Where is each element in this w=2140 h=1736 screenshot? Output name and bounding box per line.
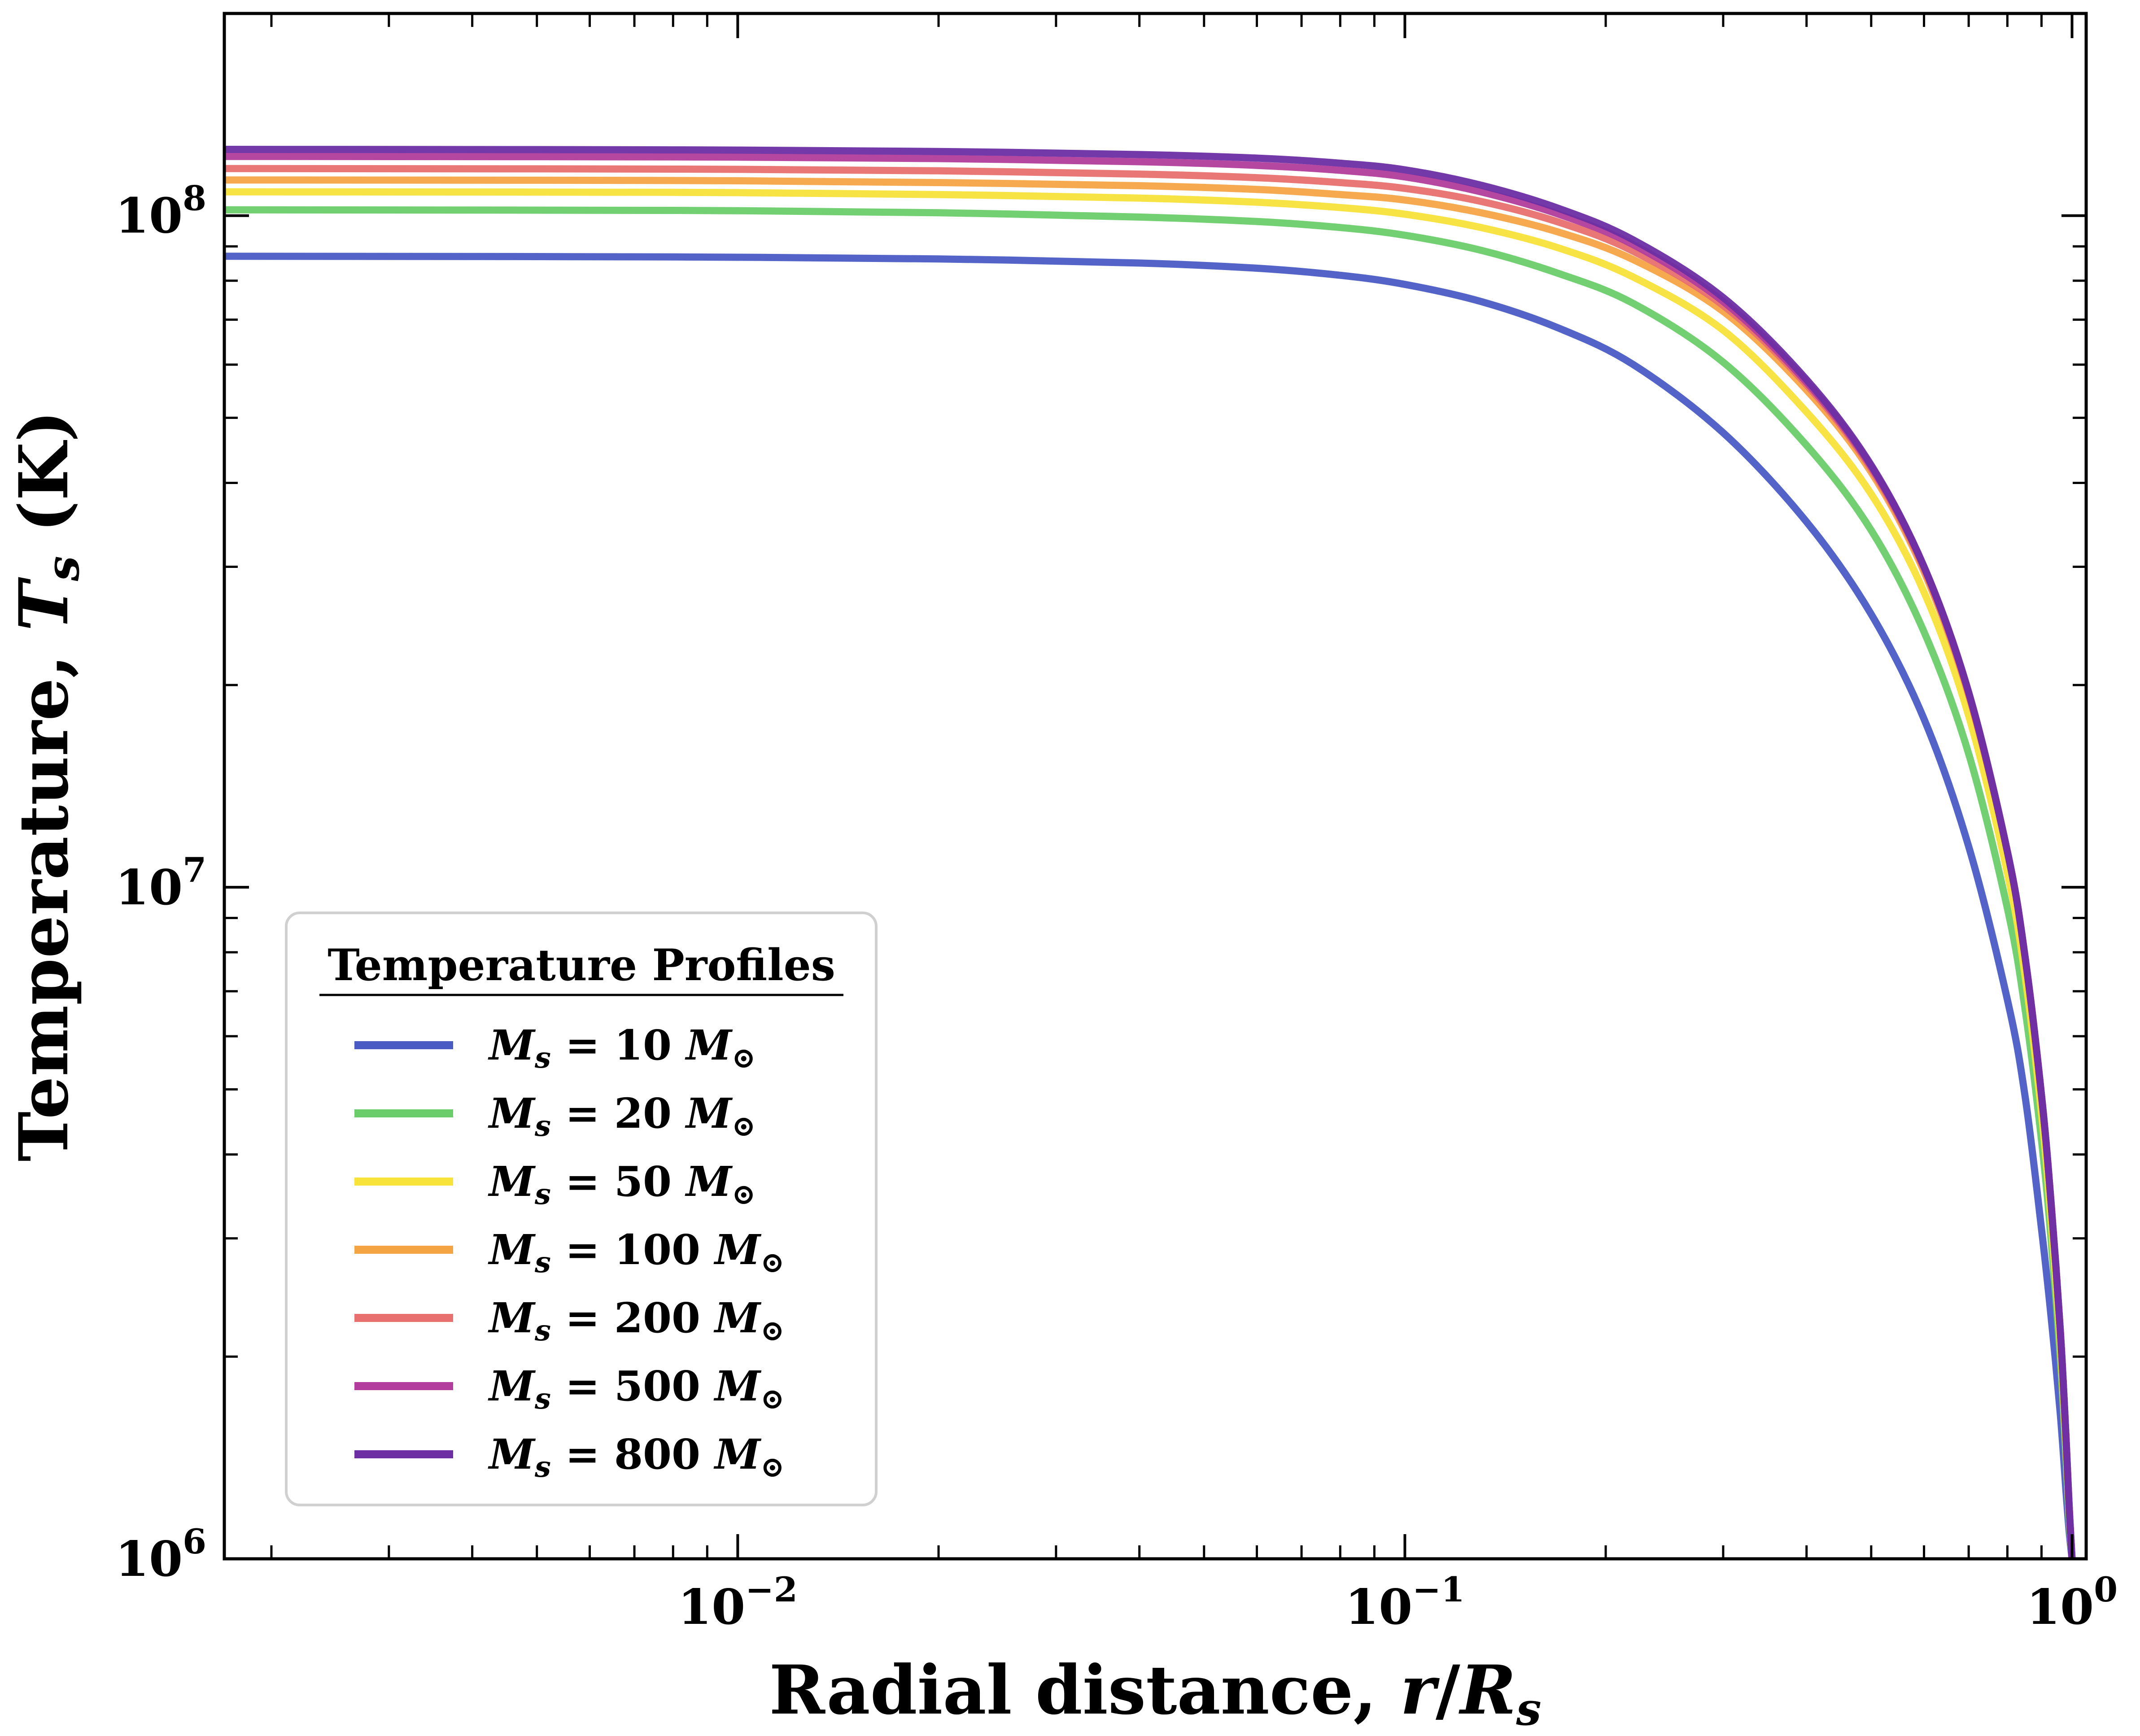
x-axis-title: Radial distance, r/Rs​ [769, 1651, 1541, 1736]
legend: Temperature Profiles Ms = 10 M⊙ Ms = 20 M… [285, 912, 878, 1506]
legend-label-200: Ms = 200 M⊙ [488, 1294, 785, 1348]
x-tick-label: 10−1 [1345, 1570, 1465, 1636]
legend-label-800: Ms = 800 M⊙ [488, 1430, 785, 1484]
y-tick-label: 106 [115, 1522, 206, 1588]
y-tick-label: 107 [115, 850, 206, 916]
legend-label-500: Ms = 500 M⊙ [488, 1362, 785, 1416]
tick-labels-layer: 10−2 10−1 100 106 107 108 [115, 179, 2118, 1636]
series-line-800 [224, 146, 2076, 1559]
legend-label-20: Ms = 20 M⊙ [488, 1089, 756, 1143]
plot-frame [223, 12, 2088, 1561]
x-tick-label: 100 [2026, 1570, 2118, 1636]
legend-label-10: Ms = 10 M⊙ [488, 1021, 756, 1075]
series-layer [224, 146, 2076, 1559]
legend-box [285, 912, 878, 1506]
legend-entries: Ms = 10 M⊙ Ms = 20 M⊙ Ms = 50 M⊙ Ms = 100 M… [354, 1021, 785, 1484]
y-axis-title: Temperature, Ts​ (K) [4, 410, 89, 1162]
legend-title: Temperature Profiles [328, 940, 835, 990]
x-tick-label: 10−2 [678, 1570, 798, 1636]
series-line-10 [224, 253, 2076, 1559]
legend-label-50: Ms = 50 M⊙ [488, 1157, 756, 1211]
y-tick-label: 108 [115, 179, 206, 244]
legend-label-100: Ms = 100 M⊙ [488, 1226, 785, 1279]
